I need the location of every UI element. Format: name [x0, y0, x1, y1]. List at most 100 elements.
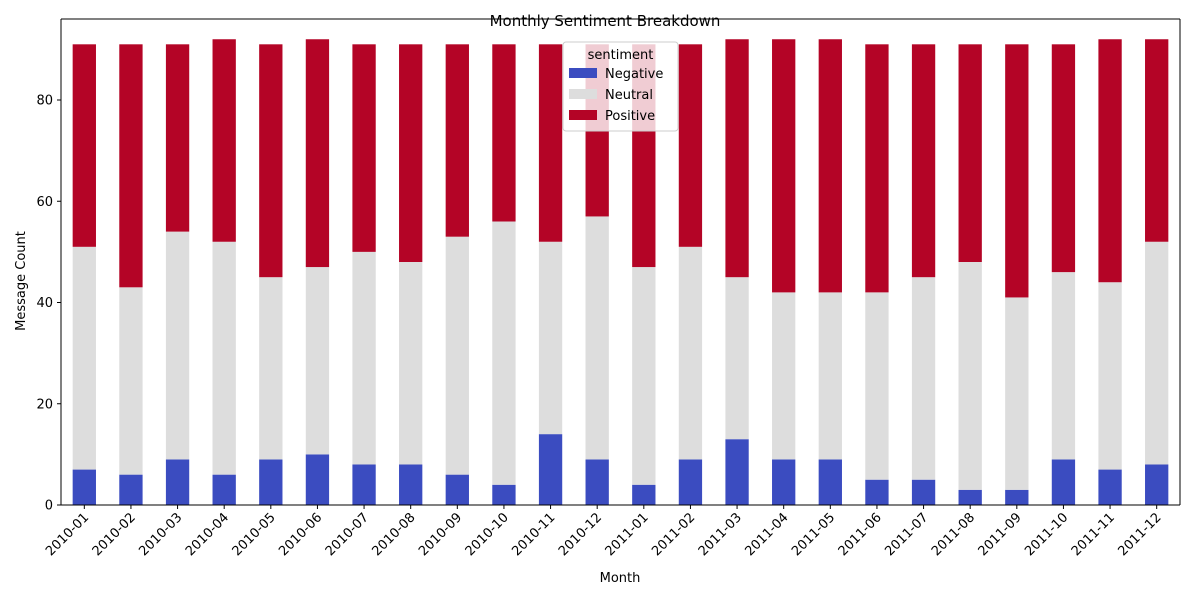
bar-neutral-2011-06	[865, 292, 889, 480]
bar-positive-2010-01	[72, 44, 96, 247]
bar-positive-2011-05	[818, 39, 842, 293]
bar-negative-2011-12	[1145, 464, 1169, 505]
bar-positive-2010-02	[119, 44, 143, 288]
x-tick-label: 2010-11	[509, 510, 558, 559]
x-tick-label: 2010-10	[463, 510, 512, 559]
x-tick-label: 2010-12	[556, 510, 605, 559]
bar-negative-2010-08	[399, 464, 423, 505]
x-tick-label: 2010-09	[416, 510, 465, 559]
bar-neutral-2011-10	[1051, 272, 1076, 460]
x-tick-label: 2010-01	[43, 510, 92, 559]
bar-neutral-2010-03	[165, 231, 190, 460]
x-tick-label: 2011-01	[603, 510, 652, 559]
bar-negative-2011-09	[1005, 489, 1029, 505]
bar-neutral-2010-11	[538, 241, 563, 435]
y-tick-label: 80	[36, 94, 53, 109]
bar-negative-2010-05	[259, 459, 283, 505]
bar-negative-2011-08	[958, 489, 982, 505]
bar-negative-2010-03	[165, 459, 190, 505]
bar-positive-2011-07	[911, 44, 936, 278]
bar-neutral-2010-12	[585, 216, 609, 460]
bar-neutral-2010-01	[72, 246, 96, 470]
bar-negative-2010-12	[585, 459, 609, 505]
bar-positive-2011-10	[1051, 44, 1076, 273]
bar-neutral-2011-07	[911, 277, 936, 480]
bar-negative-2011-10	[1051, 459, 1076, 505]
bar-positive-2011-08	[958, 44, 982, 263]
bar-negative-2011-05	[818, 459, 842, 505]
bar-neutral-2011-04	[772, 292, 796, 460]
y-tick-label: 20	[36, 397, 53, 412]
legend-label-positive: Positive	[605, 109, 655, 124]
bar-neutral-2011-11	[1098, 282, 1122, 470]
x-tick-label: 2010-02	[90, 510, 139, 559]
bar-positive-2010-05	[259, 44, 283, 278]
bar-negative-2011-11	[1098, 469, 1122, 505]
legend: sentiment Negative Neutral Positive	[562, 41, 679, 132]
bar-negative-2010-09	[445, 474, 469, 506]
bar-positive-2010-11	[538, 44, 563, 242]
bar-neutral-2010-04	[212, 241, 236, 475]
x-tick-label: 2010-05	[230, 510, 279, 559]
bar-positive-2011-12	[1145, 39, 1169, 242]
y-tick-label: 40	[36, 296, 53, 311]
bar-neutral-2011-02	[678, 246, 703, 460]
bar-negative-2011-02	[678, 459, 703, 505]
bar-positive-2010-09	[445, 44, 469, 237]
bar-negative-2010-06	[305, 454, 330, 506]
bar-positive-2011-06	[865, 44, 889, 293]
bar-positive-2011-02	[678, 44, 703, 247]
x-tick-label: 2011-11	[1069, 510, 1118, 559]
x-tick-label: 2011-07	[882, 510, 931, 559]
bar-neutral-2011-08	[958, 262, 982, 490]
legend-label-neutral: Neutral	[605, 88, 653, 103]
bar-neutral-2010-10	[492, 221, 516, 485]
y-tick-label: 60	[36, 195, 53, 210]
x-tick-label: 2011-04	[742, 510, 791, 559]
bar-neutral-2011-03	[725, 277, 749, 440]
bar-neutral-2010-06	[305, 267, 330, 455]
bar-positive-2011-11	[1098, 39, 1122, 283]
bar-positive-2010-10	[492, 44, 516, 222]
bar-neutral-2010-09	[445, 236, 469, 475]
x-tick-label: 2010-04	[183, 510, 232, 559]
bar-negative-2010-10	[492, 484, 516, 505]
x-tick-label: 2011-09	[976, 510, 1025, 559]
bar-negative-2011-04	[772, 459, 796, 505]
bar-positive-2011-03	[725, 39, 749, 278]
chart-title: Monthly Sentiment Breakdown	[490, 12, 721, 30]
x-tick-label: 2011-05	[789, 510, 838, 559]
x-tick-label: 2011-08	[929, 510, 978, 559]
bar-neutral-2011-12	[1145, 241, 1169, 465]
x-tick-label: 2011-02	[649, 510, 698, 559]
bar-positive-2011-09	[1005, 44, 1029, 298]
bar-neutral-2010-05	[259, 277, 283, 460]
bar-negative-2010-01	[72, 469, 96, 505]
legend-frame	[562, 41, 679, 132]
bar-neutral-2011-01	[632, 267, 656, 485]
bar-negative-2010-07	[352, 464, 376, 505]
bar-negative-2010-02	[119, 474, 143, 506]
legend-label-negative: Negative	[605, 67, 663, 82]
x-tick-label: 2011-12	[1115, 510, 1164, 559]
bar-positive-2011-04	[772, 39, 796, 293]
x-tick-label: 2010-07	[323, 510, 372, 559]
bar-negative-2011-07	[911, 479, 936, 505]
y-tick-label: 0	[45, 499, 53, 514]
legend-title: sentiment	[588, 48, 654, 63]
bar-positive-2010-04	[212, 39, 236, 242]
x-tick-label: 2011-03	[696, 510, 745, 559]
bar-neutral-2011-09	[1005, 297, 1029, 490]
bar-positive-2010-06	[305, 39, 330, 268]
legend-swatch-neutral	[569, 89, 597, 99]
bar-negative-2010-04	[212, 474, 236, 506]
bar-neutral-2010-08	[399, 262, 423, 465]
x-axis-label: Month	[600, 571, 641, 586]
y-axis-label: Message Count	[14, 231, 29, 331]
bar-positive-2010-08	[399, 44, 423, 263]
bar-neutral-2010-02	[119, 287, 143, 475]
legend-swatch-negative	[569, 68, 597, 78]
legend-swatch-positive	[569, 110, 597, 120]
x-tick-label: 2010-08	[369, 510, 418, 559]
